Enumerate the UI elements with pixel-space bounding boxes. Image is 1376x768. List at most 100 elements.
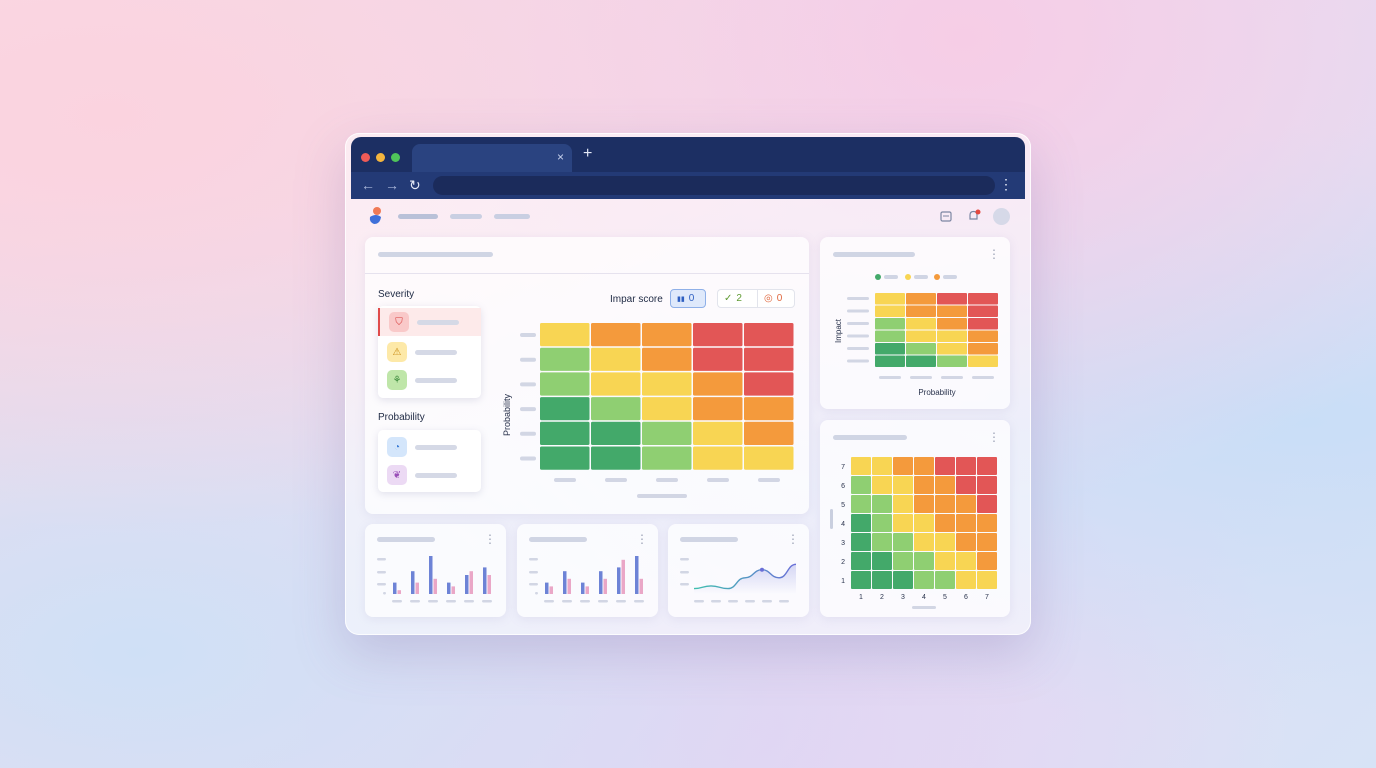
card-title-placeholder (833, 435, 907, 440)
close-icon[interactable]: × (556, 150, 564, 164)
y-tick-placeholder (529, 583, 538, 586)
nav-item-1[interactable] (398, 214, 438, 219)
x-tick-placeholder (392, 600, 402, 603)
matrix-cell (591, 446, 641, 470)
y-tick-placeholder (520, 382, 536, 387)
matrix-cell (872, 495, 892, 513)
matrix-cell (956, 495, 976, 513)
bar-series-1 (411, 571, 415, 594)
x-tick-placeholder (707, 478, 729, 482)
score-chip-check[interactable]: ✓ 2 (717, 289, 757, 308)
app-logo[interactable] (368, 207, 384, 225)
x-tick-placeholder (554, 478, 576, 482)
probability-item-2[interactable]: ❦ (378, 461, 481, 489)
y-tick-placeholder (680, 583, 689, 586)
score-label: Impar score (610, 294, 663, 305)
calendar-icon[interactable] (940, 210, 952, 222)
card-menu-icon[interactable]: ⋮ (988, 430, 1000, 444)
mini-line-chart-card: ⋮ (668, 524, 809, 617)
y-tick-placeholder (529, 571, 538, 574)
browser-tab[interactable]: × (412, 144, 572, 172)
matrix-cell (851, 571, 871, 589)
url-bar[interactable] (433, 176, 995, 195)
matrix-cell (540, 421, 590, 445)
probability-item-1[interactable]: ◔ (378, 433, 481, 461)
scroll-handle[interactable] (830, 509, 833, 529)
matrix-cell (893, 457, 913, 475)
matrix-cell (977, 533, 997, 551)
row-label: 5 (841, 502, 845, 509)
bar-series-2 (603, 578, 607, 594)
nav-item-3[interactable] (494, 214, 530, 219)
severity-item-medium[interactable]: ⚠ (378, 338, 481, 366)
matrix-cell (893, 571, 913, 589)
matrix-cell (642, 323, 692, 347)
x-tick-placeholder (634, 600, 644, 603)
legend-entry (884, 275, 898, 279)
matrix-cell (956, 514, 976, 532)
legend-entry (943, 275, 957, 279)
reload-icon[interactable]: ↻ (409, 177, 421, 193)
score-chip-target[interactable]: ◎ 0 (757, 289, 795, 308)
severity-item-high[interactable]: ⛉ (378, 308, 481, 336)
notification-bell-icon[interactable] (967, 209, 981, 223)
matrix-cell (914, 514, 934, 532)
y-tick-placeholder (520, 357, 536, 362)
score-chip-value: 2 (736, 293, 742, 304)
y-tick-placeholder (847, 347, 869, 350)
back-icon[interactable]: ← (361, 177, 375, 193)
x-tick-placeholder (482, 600, 492, 603)
x-tick-placeholder (910, 376, 932, 379)
impact-matrix-card: ⋮ Impact Probability (820, 237, 1010, 409)
matrix-cell (937, 318, 967, 330)
y-tick-placeholder (847, 297, 869, 300)
numbered-matrix-card: ⋮ 7 6 5 4 3 2 1 1 2 3 4 5 6 7 (820, 420, 1010, 617)
minimize-window-button[interactable] (376, 153, 385, 162)
card-menu-icon[interactable]: ⋮ (787, 532, 799, 546)
y-tick-placeholder (520, 431, 536, 436)
y-tick-placeholder (520, 456, 536, 461)
bar-series-1 (635, 556, 639, 594)
nav-item-2[interactable] (450, 214, 482, 219)
navigation-bar: ← → ↻ ⋮ (351, 172, 1025, 199)
score-chip-bars[interactable]: ▮▮ 0 (670, 289, 706, 308)
legend-dot-green (875, 274, 881, 280)
probability-item-label (415, 445, 457, 450)
matrix-cell (906, 343, 936, 355)
column-label: 4 (922, 594, 926, 601)
brain-icon: ❦ (387, 465, 407, 485)
severity-item-low[interactable]: ⚘ (378, 366, 481, 394)
matrix-cell (693, 372, 743, 396)
probability-item-label (415, 473, 457, 478)
card-menu-icon[interactable]: ⋮ (988, 247, 1000, 261)
x-tick-placeholder (446, 600, 456, 603)
bar-series-1 (429, 556, 433, 594)
y-tick-placeholder (377, 571, 386, 574)
card-menu-icon[interactable]: ⋮ (484, 532, 496, 546)
forward-icon[interactable]: → (385, 177, 399, 193)
y-tick-placeholder (383, 592, 386, 595)
new-tab-button[interactable]: + (583, 145, 593, 162)
mini-line-chart (680, 558, 797, 603)
browser-menu-icon[interactable]: ⋮ (999, 176, 1013, 192)
matrix-cell (956, 571, 976, 589)
close-window-button[interactable] (361, 153, 370, 162)
bar-series-2 (621, 559, 625, 594)
matrix-cell (851, 514, 871, 532)
y-tick-placeholder (520, 407, 536, 412)
x-tick-placeholder (656, 478, 678, 482)
bar-series-2 (639, 578, 643, 594)
row-label: 4 (841, 521, 845, 528)
avatar[interactable] (993, 208, 1010, 225)
matrix-cell (591, 421, 641, 445)
matrix-cell (937, 305, 967, 317)
severity-legend: ⛉ ⚠ ⚘ (378, 306, 481, 398)
card-menu-icon[interactable]: ⋮ (636, 532, 648, 546)
matrix-cell (642, 372, 692, 396)
row-label: 6 (841, 483, 845, 490)
matrix-cell (540, 397, 590, 421)
maximize-window-button[interactable] (391, 153, 400, 162)
matrix-cell (956, 533, 976, 551)
matrix-cell (935, 495, 955, 513)
matrix-cell (851, 552, 871, 570)
